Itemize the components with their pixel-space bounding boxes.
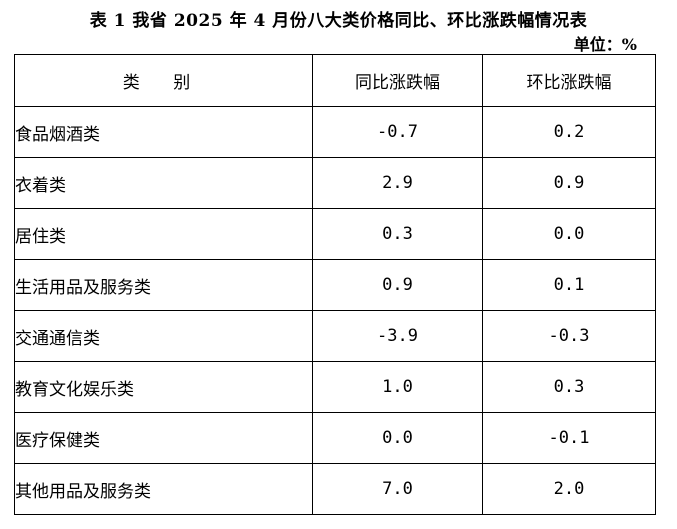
row-category: 衣着类 [14,157,313,209]
row-mom: 0.9 [482,157,656,209]
row-mom: -0.1 [482,412,656,464]
row-yoy: 2.9 [312,157,483,209]
header-yoy: 同比涨跌幅 [312,54,483,107]
row-category: 交通通信类 [14,310,313,362]
table-header-row: 类 别 同比涨跌幅 环比涨跌幅 [14,54,656,107]
row-mom: 2.0 [482,463,656,515]
row-mom: 0.0 [482,208,656,260]
unit-label: 单位：% [573,35,637,54]
row-yoy: 1.0 [312,361,483,413]
row-yoy: 0.0 [312,412,483,464]
row-category: 教育文化娱乐类 [14,361,313,413]
table-row: 衣着类 2.9 0.9 [14,157,656,209]
header-mom: 环比涨跌幅 [482,54,656,107]
table-row: 食品烟酒类 -0.7 0.2 [14,106,656,158]
row-yoy: -0.7 [312,106,483,158]
row-category: 生活用品及服务类 [14,259,313,311]
row-mom: 0.1 [482,259,656,311]
row-category: 食品烟酒类 [14,106,313,158]
table-row: 其他用品及服务类 7.0 2.0 [14,463,656,515]
row-yoy: -3.9 [312,310,483,362]
row-yoy: 0.9 [312,259,483,311]
row-mom: -0.3 [482,310,656,362]
row-yoy: 7.0 [312,463,483,515]
table-row: 居住类 0.3 0.0 [14,208,656,260]
header-category: 类 别 [14,54,313,107]
table-title: 表 1 我省 2025 年 4 月份八大类价格同比、环比涨跌幅情况表 [89,11,588,31]
row-yoy: 0.3 [312,208,483,260]
table-row: 医疗保健类 0.0 -0.1 [14,412,656,464]
row-mom: 0.3 [482,361,656,413]
price-change-table: 类 别 同比涨跌幅 环比涨跌幅 食品烟酒类 -0.7 0.2 衣着类 2.9 0… [14,54,656,515]
table-row: 交通通信类 -3.9 -0.3 [14,310,656,362]
table-row: 教育文化娱乐类 1.0 0.3 [14,361,656,413]
table-row: 生活用品及服务类 0.9 0.1 [14,259,656,311]
row-mom: 0.2 [482,106,656,158]
row-category: 其他用品及服务类 [14,463,313,515]
row-category: 居住类 [14,208,313,260]
row-category: 医疗保健类 [14,412,313,464]
